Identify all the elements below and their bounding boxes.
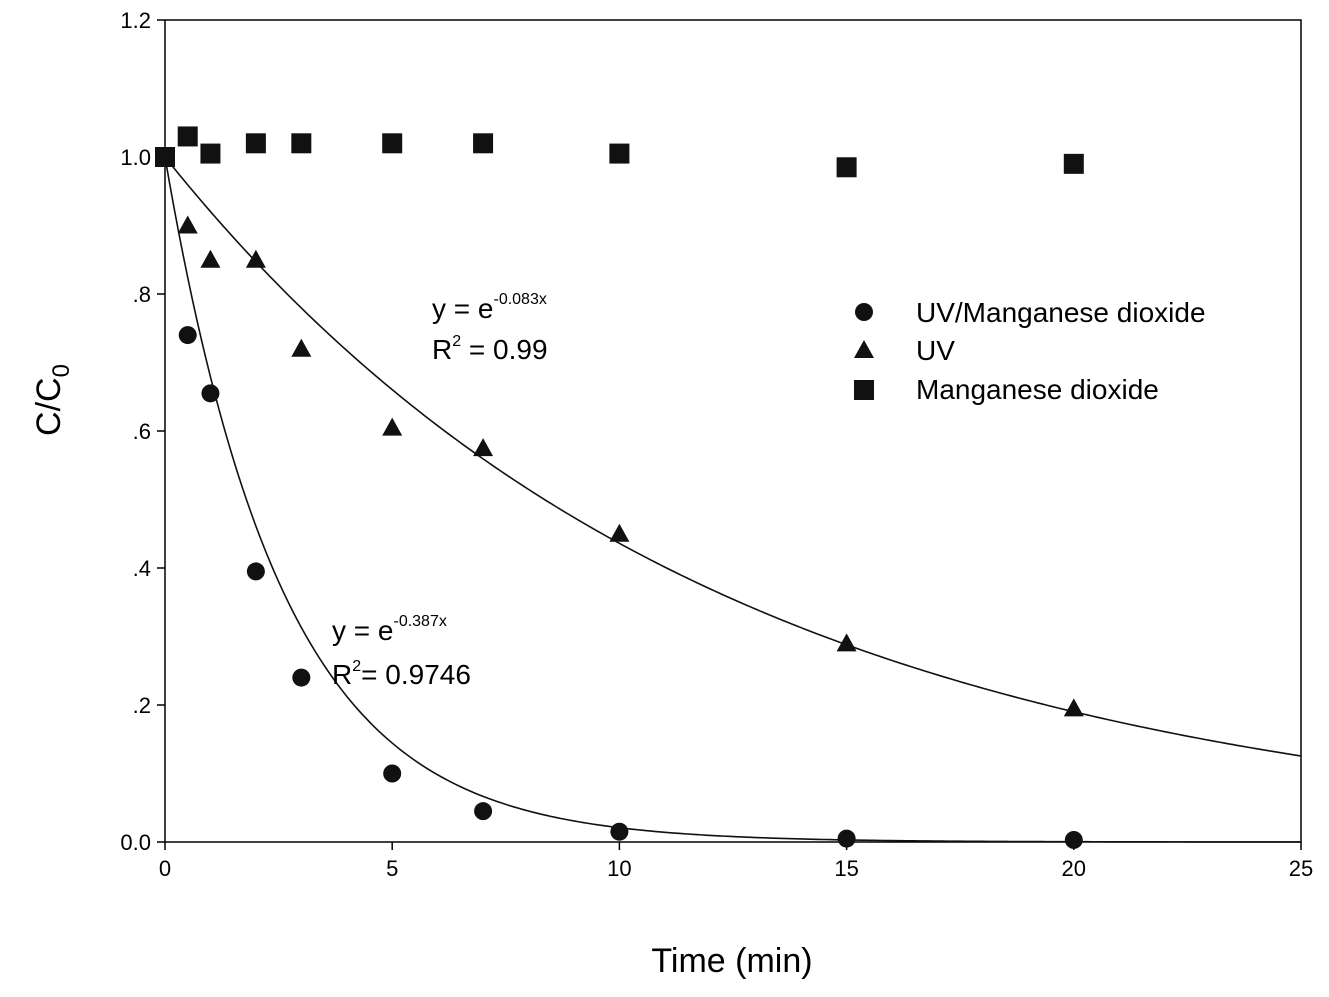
point-uv [1063,698,1084,717]
x-tick-label: 5 [386,856,398,881]
y-tick-label: .2 [133,693,151,718]
point-uv-manganese-dioxide [610,822,629,841]
uv-mn-fit-exponent: -0.387x [393,613,446,630]
point-uv [200,249,221,268]
x-tick-label: 25 [1289,856,1313,881]
point-uv-manganese-dioxide [246,562,265,581]
svg-text:y = e-0.083x: y = e-0.083x [432,291,547,324]
plot-frame [164,19,1302,843]
fit-curve-series-1 [164,156,1302,757]
svg-text:R2 = 0.99: R2 = 0.99 [432,333,548,365]
point-manganese-dioxide [177,126,198,147]
legend-marker-triangle [854,340,874,358]
uv-fit-equation: y = e [432,293,493,324]
x-tick-label: 0 [159,856,171,881]
fit-curve-series-0 [164,156,1301,843]
point-uv [473,438,494,457]
y-tick-label: 0.0 [120,830,151,855]
point-manganese-dioxide [836,157,857,178]
point-manganese-dioxide [200,143,221,164]
point-uv-manganese-dioxide [474,802,493,821]
y-tick-label: .4 [133,556,151,581]
point-manganese-dioxide [155,147,175,167]
plot-border [164,19,1302,843]
legend-label-uv-manganese-dioxide: UV/Manganese dioxide [916,297,1206,328]
point-uv [177,215,198,234]
point-uv [291,338,312,357]
y-axis-title-subscript: 0 [48,364,75,377]
y-tick-label: 1.0 [120,145,151,170]
point-manganese-dioxide [245,133,266,154]
point-manganese-dioxide [473,133,494,154]
uv-fit-r2-value: = 0.99 [461,334,547,365]
data-points [155,126,1084,849]
point-uv [836,633,857,652]
point-uv [382,417,403,436]
uv-mn-fit-r2-label: R [332,659,352,690]
uv-fit-exponent: -0.083x [493,291,546,308]
svg-text:y = e-0.387x: y = e-0.387x [332,613,447,646]
y-tick-label: 1.2 [120,8,151,33]
point-uv-manganese-dioxide [837,829,856,848]
point-uv-manganese-dioxide [1064,830,1083,849]
uv-mn-fit-r2-value: = 0.9746 [361,659,471,690]
point-manganese-dioxide [1063,153,1084,174]
x-tick-label: 20 [1062,856,1086,881]
uv-fit-annotation: y = e-0.083x R2 = 0.99 [432,291,548,365]
uv-fit-r2-label: R [432,334,452,365]
y-tick-label: .6 [133,419,151,444]
point-uv [609,523,630,542]
point-uv-manganese-dioxide [201,384,220,403]
point-uv-manganese-dioxide [383,764,402,783]
fit-curves [164,156,1302,843]
point-manganese-dioxide [609,143,630,164]
point-manganese-dioxide [291,133,312,154]
x-tick-label: 15 [834,856,858,881]
y-tick-label: .8 [133,282,151,307]
y-axis-title: C/C0 [30,364,75,436]
x-axis-ticks: 0 5 10 15 20 25 [159,842,1313,881]
x-axis-title: Time (min) [651,942,812,980]
point-uv-manganese-dioxide [292,668,311,687]
svg-text:C/C0: C/C0 [30,364,75,436]
point-uv [245,249,266,268]
point-uv-manganese-dioxide [178,326,197,345]
y-axis-title-main: C/C [30,377,68,436]
legend: UV/Manganese dioxide UV Manganese dioxid… [854,297,1206,405]
legend-marker-circle [855,303,873,321]
x-tick-label: 10 [607,856,631,881]
uv-mn-fit-equation: y = e [332,615,393,646]
point-manganese-dioxide [382,133,403,154]
legend-label-manganese-dioxide: Manganese dioxide [916,374,1159,405]
svg-text:R2= 0.9746: R2= 0.9746 [332,658,471,690]
legend-label-uv: UV [916,335,955,366]
y-axis-ticks: 0.0 .2 .4 .6 .8 1.0 1.2 [120,8,165,855]
uv-mn-fit-annotation: y = e-0.387x R2= 0.9746 [332,613,471,690]
legend-marker-square [854,380,874,400]
